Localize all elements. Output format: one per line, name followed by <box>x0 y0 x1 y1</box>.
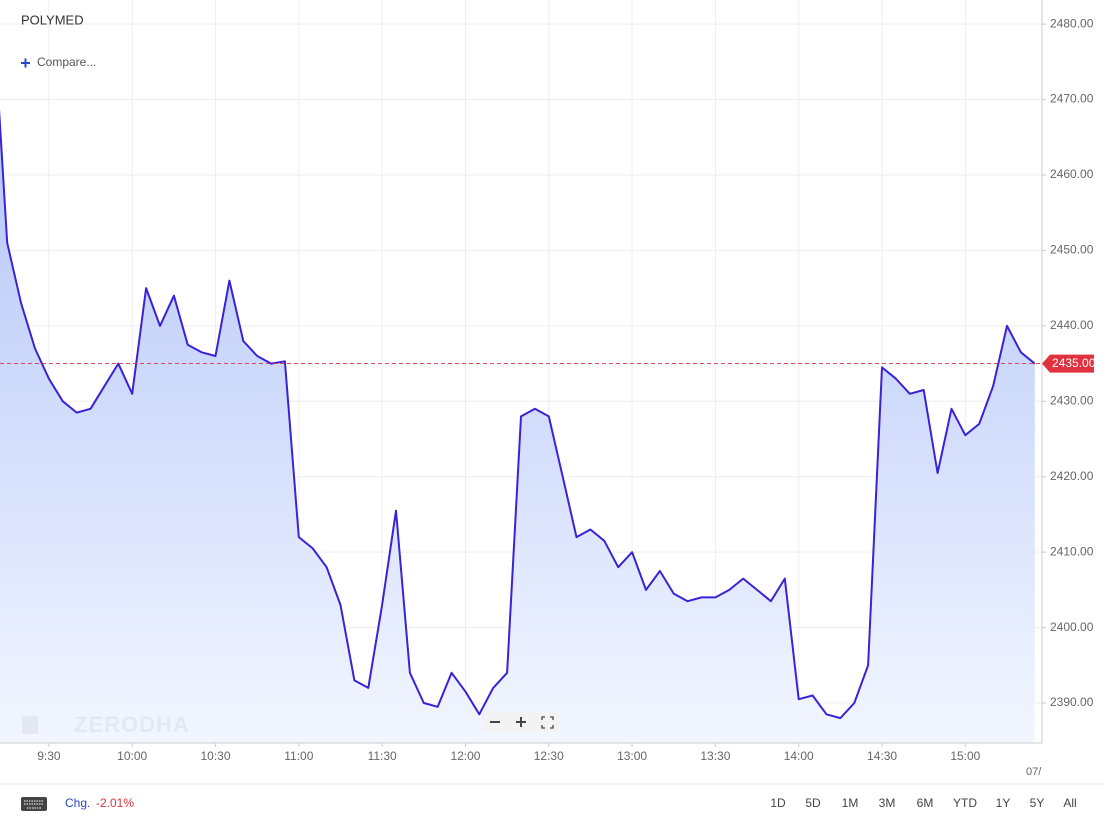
fullscreen[interactable] <box>541 716 554 729</box>
x-tick-label: 10:00 <box>117 749 147 763</box>
x-tick-label: 10:30 <box>200 749 230 763</box>
x-tick-label: 14:30 <box>867 749 897 763</box>
x-tick-label: 14:00 <box>784 749 814 763</box>
watermark-logo <box>22 716 38 734</box>
y-tick-label: 2390.00 <box>1050 695 1094 709</box>
y-tick-label: 2410.00 <box>1050 544 1094 558</box>
x-tick-label: 9:30 <box>37 749 61 763</box>
range-button[interactable]: 1D <box>770 796 786 810</box>
last-price-tag <box>1042 354 1094 373</box>
range-button[interactable]: 3M <box>879 796 896 810</box>
y-tick-label: 2440.00 <box>1050 318 1094 332</box>
plot <box>0 108 1036 743</box>
y-tick-label: 2420.00 <box>1050 469 1094 483</box>
keyboard-icon[interactable] <box>21 797 47 811</box>
zoom-controls <box>483 712 559 732</box>
change-label: Chg. <box>65 796 90 810</box>
range-button[interactable]: 1Y <box>996 796 1011 810</box>
watermark: ZERODHA <box>74 712 190 737</box>
x-tick-label: 12:30 <box>534 749 564 763</box>
x-tick-label: 15:00 <box>950 749 980 763</box>
zoom-in[interactable] <box>516 717 526 727</box>
x-tick-label: 11:00 <box>284 749 313 763</box>
plus-icon <box>21 58 30 68</box>
price-line <box>0 108 1036 720</box>
y-tick-label: 2480.00 <box>1050 16 1094 30</box>
x-tick-label: 13:00 <box>617 749 647 763</box>
y-tick-label: 2470.00 <box>1050 92 1094 106</box>
range-button[interactable]: All <box>1063 796 1076 810</box>
symbol-title: POLYMED <box>21 12 84 27</box>
compare-label[interactable]: Compare... <box>37 55 96 69</box>
y-tick-label: 2450.00 <box>1050 243 1094 257</box>
y-tick-label: 2400.00 <box>1050 620 1094 634</box>
x-tick-label: 12:00 <box>450 749 480 763</box>
range-button[interactable]: YTD <box>953 796 977 810</box>
range-button[interactable]: 1M <box>842 796 859 810</box>
change-value: -2.01% <box>96 796 134 810</box>
range-button[interactable]: 5Y <box>1030 796 1045 810</box>
range-buttons: 1D 5D 1M 3M 6M YTD 1Y 5Y All <box>770 796 1076 810</box>
x-tick-label: 13:30 <box>700 749 730 763</box>
compare-button[interactable]: Compare... <box>21 55 96 69</box>
x-edge-label: 07/ <box>1026 766 1042 778</box>
area-fill <box>0 125 1035 743</box>
y-tick-label: 2430.00 <box>1050 393 1094 407</box>
y-tick-label: 2460.00 <box>1050 167 1094 181</box>
last-price-label: 2435.00 <box>1052 356 1096 370</box>
x-tick-label: 11:30 <box>368 749 397 763</box>
range-button[interactable]: 5D <box>805 796 821 810</box>
range-button[interactable]: 6M <box>917 796 934 810</box>
